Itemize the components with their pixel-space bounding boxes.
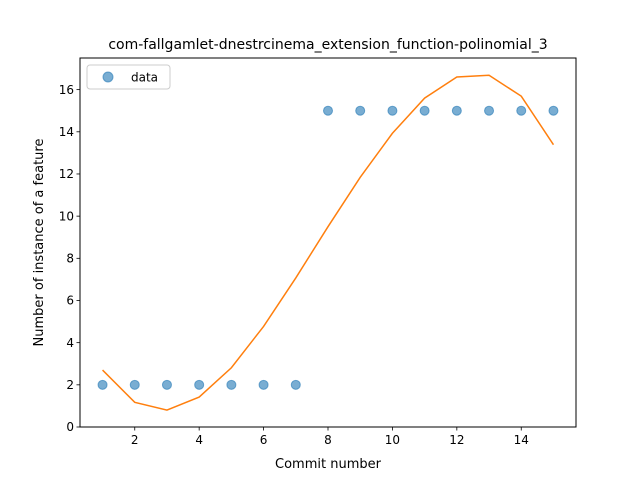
x-tick-label: 4	[195, 433, 203, 447]
data-point	[516, 105, 527, 116]
data-point	[451, 105, 462, 116]
data-point	[258, 379, 269, 390]
fit-line	[102, 74, 555, 411]
x-tick-label: 2	[131, 433, 139, 447]
data-point	[129, 379, 140, 390]
x-tick-label: 14	[514, 433, 529, 447]
ticks: 2 4 6 8 10 12 14 0 2 4 6 8 10 12 14 16	[59, 83, 529, 447]
legend-label-data: data	[131, 71, 158, 85]
data-point	[387, 105, 398, 116]
data-point	[419, 105, 430, 116]
y-axis-label: Number of instance of a feature	[32, 139, 47, 347]
plot-area	[97, 74, 559, 411]
data-point	[484, 105, 495, 116]
x-tick-label: 10	[385, 433, 400, 447]
data-point	[355, 105, 366, 116]
y-tick-label: 0	[66, 420, 74, 434]
y-tick-label: 12	[59, 167, 74, 181]
data-point	[194, 379, 205, 390]
legend-box	[86, 64, 171, 90]
data-point	[290, 379, 301, 390]
y-tick-label: 6	[66, 294, 74, 308]
data-point	[226, 379, 237, 390]
legend-marker	[102, 71, 114, 83]
y-tick-label: 10	[59, 209, 74, 223]
data-point	[548, 105, 559, 116]
data-point	[161, 379, 172, 390]
x-tick-label: 6	[260, 433, 268, 447]
y-tick-label: 4	[66, 336, 74, 350]
x-tick-label: 8	[324, 433, 332, 447]
x-axis-label: Commit number	[275, 457, 382, 472]
data-point	[323, 105, 333, 116]
y-tick-label: 14	[59, 125, 74, 139]
x-tick-label: 12	[449, 433, 464, 447]
y-tick-label: 2	[66, 378, 74, 392]
chart-title: com-fallgamlet-dnestrcinema_extension_fu…	[108, 37, 547, 53]
legend: data	[86, 64, 171, 90]
y-tick-label: 8	[66, 252, 74, 266]
data-point	[97, 379, 108, 390]
y-tick-label: 16	[59, 83, 74, 97]
